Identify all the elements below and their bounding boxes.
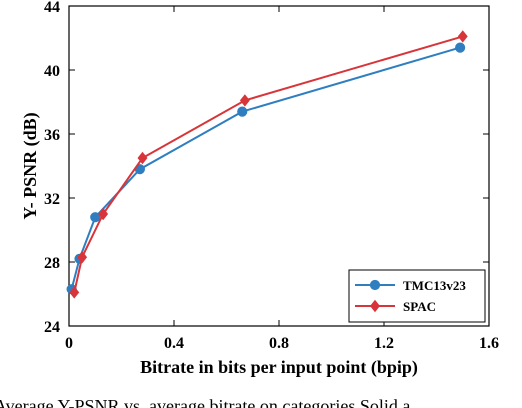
series-tmc13v23 <box>66 42 466 295</box>
data-point-spac <box>69 286 80 299</box>
data-point-spac <box>137 151 148 165</box>
figure-caption: Average Y-PSNR vs. average bitrate on ca… <box>0 396 410 408</box>
y-axis-title: Y- PSNR (dB) <box>20 112 41 219</box>
x-tick-label: 0.4 <box>164 335 184 352</box>
series-spac <box>69 30 468 299</box>
x-tick-label: 1.2 <box>374 335 394 352</box>
legend-label-spac: SPAC <box>403 299 436 314</box>
legend-label-tmc13v23: TMC13v23 <box>403 278 466 293</box>
y-tick-label: 44 <box>44 0 60 16</box>
x-tick-label: 0 <box>65 335 73 352</box>
y-tick-label: 28 <box>44 255 60 272</box>
x-axis-title: Bitrate in bits per input point (bpip) <box>140 357 418 378</box>
data-point-tmc13v23 <box>237 106 248 117</box>
data-point-tmc13v23 <box>90 212 101 223</box>
legend-box <box>348 269 486 323</box>
data-point-spac <box>457 30 468 43</box>
legend-marker-spac <box>370 299 380 313</box>
y-tick-label: 36 <box>44 127 60 144</box>
legend: TMC13v23 SPAC <box>348 269 486 323</box>
x-tick-label: 0.8 <box>269 335 289 352</box>
series-line-tmc13v23 <box>70 46 461 290</box>
x-tick-label: 1.6 <box>479 335 499 352</box>
data-point-spac <box>77 250 88 264</box>
y-tick-label: 24 <box>44 319 60 336</box>
legend-marker-tmc13v23 <box>369 279 381 291</box>
series-line-spac <box>73 35 464 293</box>
series-layer <box>66 30 468 299</box>
y-tick-label: 32 <box>44 191 60 208</box>
data-point-spac <box>98 207 109 221</box>
y-tick-label: 40 <box>44 63 60 80</box>
axes: 0 0.4 0.8 1.2 1.6 24 28 32 36 40 44 <box>44 0 499 352</box>
data-point-tmc13v23 <box>455 42 466 53</box>
data-point-spac <box>239 94 250 107</box>
